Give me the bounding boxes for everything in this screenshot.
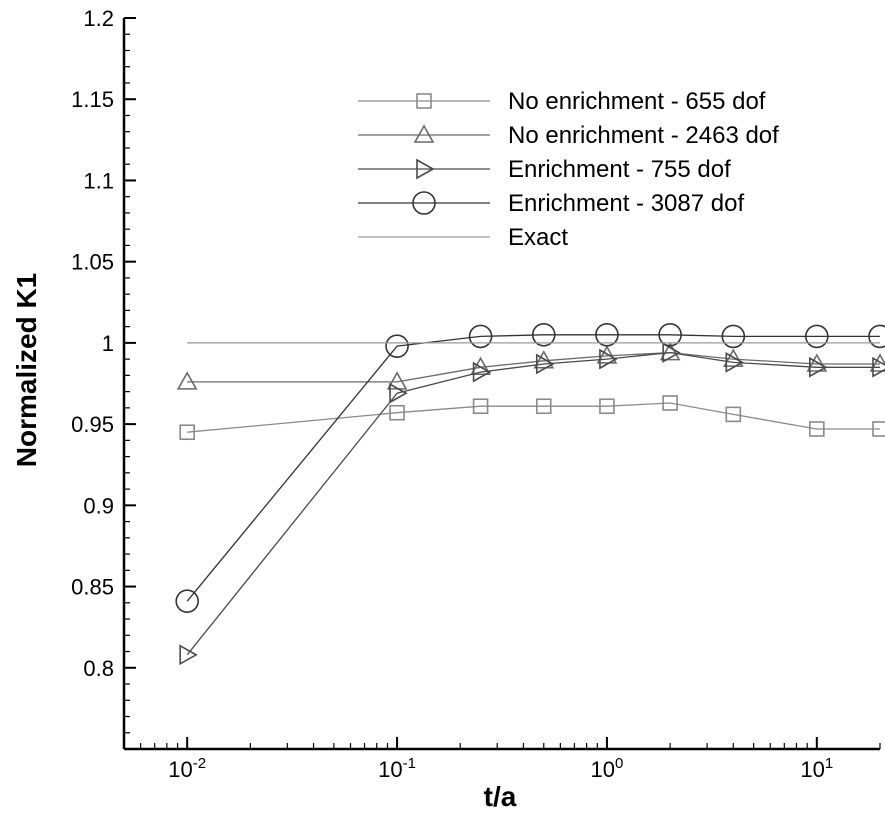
square-marker (809, 421, 825, 437)
triangle-right-marker (599, 348, 618, 370)
series-line (187, 402, 880, 433)
y-tick-label: 0.95 (71, 412, 114, 437)
triangle-up-marker (176, 371, 198, 390)
series-line (187, 351, 880, 383)
series (175, 322, 885, 613)
y-ticks: 0.8 0.85 0.9 0.95 1 1.05 1.1 1.15 1.2 (71, 6, 136, 750)
triangle-up-marker (722, 348, 744, 367)
triangle-right-marker (662, 342, 681, 364)
triangle-right-marker (389, 382, 408, 404)
legend: No enrichment - 655 dof No enrichment - 2… (358, 88, 779, 251)
circle-marker (412, 191, 436, 215)
y-tick-label: 1 (102, 331, 114, 356)
x-tick-label: 10-1 (378, 755, 416, 782)
series (179, 395, 885, 441)
legend-label: No enrichment - 2463 dof (508, 122, 779, 149)
triangle-right-marker (416, 158, 435, 180)
circle-marker (531, 322, 556, 347)
triangle-right-marker (472, 361, 492, 383)
y-tick-label: 0.9 (83, 493, 114, 518)
square-marker (599, 398, 615, 415)
square-marker (472, 398, 489, 415)
y-tick-label: 0.85 (71, 575, 114, 600)
square-marker (179, 424, 195, 441)
circle-marker (385, 334, 409, 358)
series (176, 342, 885, 390)
triangle-right-marker (535, 353, 555, 375)
legend-label: Enrichment - 755 dof (508, 156, 731, 183)
triangle-right-marker (809, 356, 828, 378)
square-marker (535, 398, 552, 415)
x-tick-label: 101 (800, 755, 833, 782)
y-tick-label: 1.15 (71, 87, 114, 112)
triangle-up-marker (806, 353, 828, 372)
triangle-up-marker (659, 342, 681, 361)
x-ticks: 10-2 10-1 100 101 (123, 737, 881, 782)
legend-label: No enrichment - 655 dof (508, 88, 766, 115)
triangle-up-marker (413, 124, 435, 143)
y-tick-label: 0.8 (83, 656, 114, 681)
triangle-right-marker (872, 356, 885, 378)
circle-marker (658, 322, 682, 347)
series-layer (175, 322, 885, 666)
series-line (186, 334, 880, 602)
legend-label: Exact (508, 224, 568, 251)
triangle-right-marker (725, 352, 744, 373)
y-tick-label: 1.2 (83, 6, 114, 31)
circle-marker (595, 322, 619, 347)
triangle-up-marker (470, 356, 491, 376)
square-marker (872, 421, 885, 437)
y-axis-title: Normalized K1 (11, 273, 42, 468)
circle-marker (868, 324, 885, 349)
x-axis-title: t/a (484, 781, 517, 812)
y-tick-label: 1.1 (83, 168, 114, 193)
y-tick-label: 1.05 (71, 250, 114, 275)
series-line (186, 351, 880, 656)
square-marker (389, 404, 405, 421)
x-tick-label: 100 (591, 755, 624, 782)
circle-marker (805, 324, 829, 349)
x-tick-label: 10-2 (168, 755, 206, 782)
legend-label: Enrichment - 3087 dof (508, 190, 744, 217)
circle-marker (721, 324, 746, 349)
square-marker (416, 93, 432, 109)
square-marker (725, 406, 742, 423)
triangle-up-marker (596, 345, 618, 364)
triangle-right-marker (179, 644, 198, 666)
circle-marker (175, 589, 199, 613)
square-marker (662, 395, 678, 411)
circle-marker (468, 324, 493, 349)
series (179, 342, 885, 666)
triangle-up-marker (533, 350, 555, 369)
